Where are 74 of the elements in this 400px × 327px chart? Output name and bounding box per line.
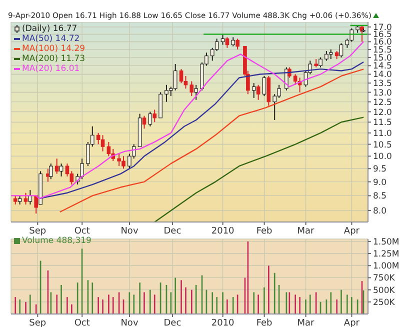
y-tick-label: 500K [373,286,396,296]
x-tick-label: Sep [29,226,46,236]
legend-label: MA(200) 11.73 [22,54,86,64]
candlestick [252,82,256,98]
legend-label: MA(100) 14.29 [22,44,86,54]
candlestick [34,195,38,214]
x-tick-label: Mar [297,318,315,327]
y-tick-label: 750K [373,274,396,284]
candlestick [293,74,298,86]
x-tick-label: Dec [164,226,182,236]
candlestick [231,36,236,47]
candlestick [158,92,162,118]
x-tick-label: Oct [74,226,90,236]
candlestick [225,36,230,48]
candlestick [173,64,178,91]
candlestick [24,192,28,205]
y-tick-label: 10.5 [373,140,392,150]
candlestick [220,34,225,46]
candlestick [152,109,157,123]
y-tick-label: 10.0 [373,152,392,162]
candlestick [288,66,292,78]
candlestick [318,56,322,68]
x-tick-label: 2010 [211,318,235,327]
y-tick-label: 1.25M [373,250,400,260]
legend-label: MA(20) 16.01 [22,64,80,74]
candlestick [262,75,266,97]
y-tick-label: 12.0 [373,108,392,118]
y-tick-label: 14.0 [373,70,392,80]
y-tick-label: 12.5 [373,98,392,108]
x-tick-label: Apr [344,226,360,236]
legend-label: (Daily) 16.77 [22,24,78,34]
y-tick-label: 11.0 [373,128,392,139]
candlestick [214,38,219,52]
candlestick [49,163,53,180]
y-tick-label: 8.0 [373,206,387,216]
y-tick-label: 14.5 [373,62,392,72]
y-tick-label: 13.0 [373,88,392,98]
y-tick-label: 11.5 [373,118,392,128]
x-tick-label: 2010 [211,226,235,236]
x-tick-label: Nov [120,318,139,327]
legend-label: MA(50) 14.72 [22,34,80,44]
y-tick-label: 15.0 [373,53,392,64]
candlestick [194,84,198,100]
x-tick-label: Oct [74,318,90,327]
y-tick-label: 1.50M [373,237,400,248]
x-tick-label: Nov [120,226,139,236]
y-tick-label: 9.5 [373,164,387,175]
line-series [154,116,364,222]
candlestick [59,163,64,177]
candlestick [236,38,240,50]
y-tick-label: 250K [373,298,396,308]
x-tick-label: Feb [256,226,273,236]
y-tick-label: 15.5 [373,45,392,56]
y-tick-label: 8.5 [373,192,387,202]
candlestick [54,158,59,174]
candlestick [148,111,152,127]
candlestick [100,134,105,152]
x-tick-label: Sep [29,318,46,327]
y-tick-label: 9.0 [373,178,387,188]
candlestick [256,84,260,100]
x-tick-label: Apr [344,318,360,327]
y-tick-label: 13.5 [373,79,392,90]
candlestick [190,80,194,97]
x-tick-label: Mar [297,226,315,236]
x-tick-label: Dec [164,318,182,327]
candlestick [339,42,344,58]
candlestick [179,68,184,84]
candlestick [142,115,146,130]
candlestick [106,141,111,157]
candlestick [96,132,100,145]
legend-label: Volume 488,319 [22,236,92,246]
y-tick-label: 1.00M [373,262,400,272]
candlestick [328,48,333,60]
x-tick-label: Feb [256,318,273,327]
